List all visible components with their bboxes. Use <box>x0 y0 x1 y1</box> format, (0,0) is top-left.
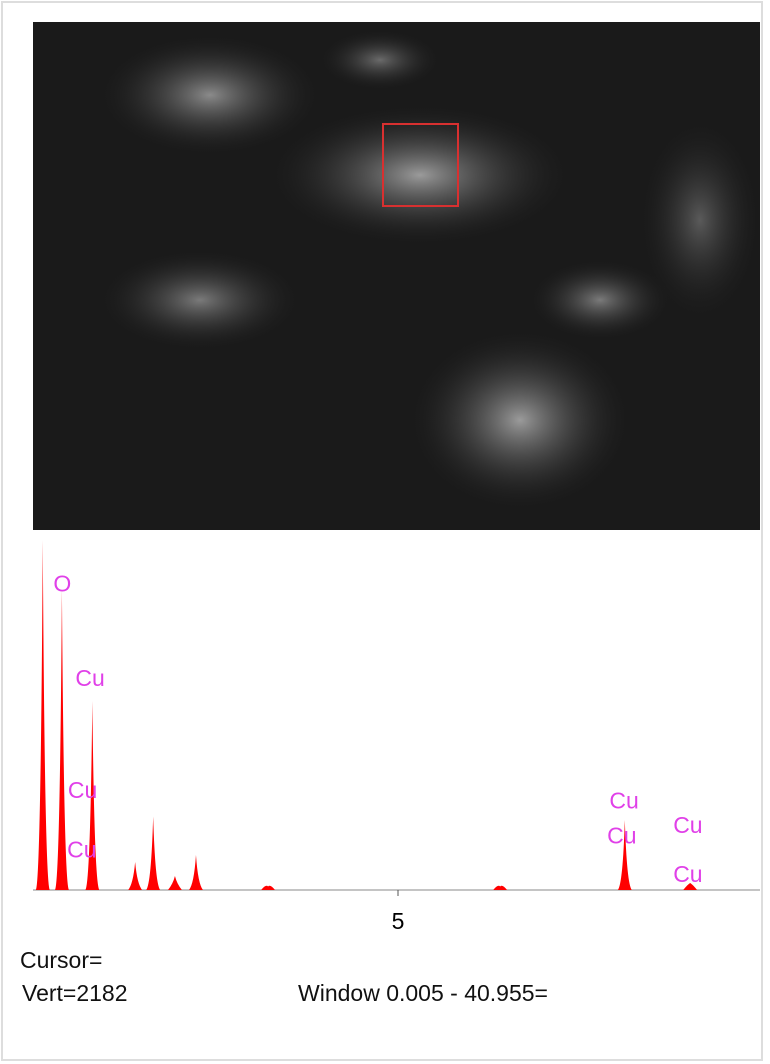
peak <box>85 701 100 890</box>
peak <box>146 816 161 890</box>
element-label: O <box>53 571 71 597</box>
peak <box>683 883 698 890</box>
peak <box>493 885 508 890</box>
vert-text: Vert=2182 <box>22 980 128 1006</box>
peak <box>188 855 203 890</box>
element-label: Cu <box>75 665 104 691</box>
peak <box>54 589 69 890</box>
element-label: Cu <box>673 861 702 887</box>
peak <box>261 885 276 890</box>
peak <box>128 862 143 890</box>
element-label: Cu <box>607 823 636 849</box>
peak <box>617 820 632 890</box>
peak <box>35 540 50 890</box>
sem-image <box>33 22 760 530</box>
element-label: Cu <box>67 837 96 863</box>
x-tick-label: 5 <box>392 908 405 934</box>
cursor-text: Cursor= <box>20 947 102 973</box>
element-label: Cu <box>68 777 97 803</box>
element-label: Cu <box>609 788 638 814</box>
window-text: Window 0.005 - 40.955= <box>298 980 548 1006</box>
element-label: Cu <box>673 812 702 838</box>
peak <box>167 876 182 890</box>
